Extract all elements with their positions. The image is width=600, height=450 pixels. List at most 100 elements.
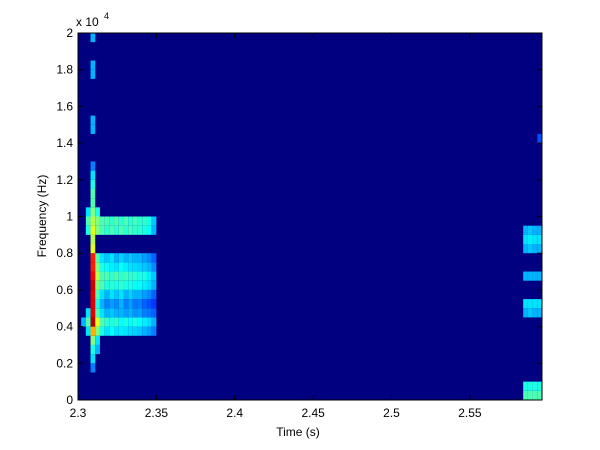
spectrogram-cell (146, 253, 152, 263)
spectrogram-cell (104, 326, 110, 336)
spectrogram-cell (123, 262, 129, 272)
spectrogram-cell (114, 280, 119, 290)
spectrogram-cell (132, 271, 138, 281)
spectrogram-cell (90, 179, 96, 189)
spectrogram-cell (95, 299, 100, 309)
spectrogram-cell (109, 299, 115, 309)
spectrogram-cell (142, 326, 147, 336)
y-tick-label: 1.6 (56, 99, 73, 113)
spectrogram-cell (132, 317, 138, 327)
spectrogram-cell (142, 216, 147, 226)
spectrogram-cell (90, 308, 96, 318)
spectrogram-cell (90, 188, 96, 199)
spectrogram-cell (118, 299, 124, 309)
spectrogram-cell (132, 299, 138, 309)
spectrogram-cell (151, 308, 157, 318)
spectrogram-cell (99, 299, 105, 309)
spectrogram-cell (99, 308, 105, 318)
spectrogram-cell (123, 299, 129, 309)
spectrogram-cell (523, 308, 528, 318)
spectrogram-cell (527, 381, 533, 391)
spectrogram-cell (128, 262, 133, 272)
spectrogram-cell (132, 308, 138, 318)
x-tick-label: 2.55 (458, 406, 482, 420)
spectrogram-cell (527, 225, 533, 235)
spectrogram-cell (146, 326, 152, 336)
spectrogram-cell (527, 390, 533, 400)
spectrogram-cell (123, 253, 129, 263)
spectrogram-cell (537, 225, 542, 235)
y-tick-label: 1.2 (56, 173, 73, 187)
spectrogram-cell (109, 225, 115, 235)
spectrogram-cell (95, 317, 100, 327)
spectrogram-cell (142, 289, 147, 300)
spectrogram-cell (146, 308, 152, 318)
spectrogram-cell (109, 216, 115, 226)
spectrogram-cell (146, 216, 152, 226)
spectrogram-cell (132, 253, 138, 263)
spectrogram-cell (90, 60, 96, 70)
spectrogram-cell (90, 253, 96, 263)
spectrogram-cell (151, 262, 157, 272)
spectrogram-cell (90, 344, 96, 355)
spectrogram-cell (90, 170, 96, 180)
spectrogram-cell (137, 308, 143, 318)
spectrogram-cell (114, 225, 119, 235)
spectrogram-cell (537, 133, 542, 144)
y-tick-label: 1.8 (56, 63, 73, 77)
spectrogram-cell (128, 271, 133, 281)
spectrogram-cell (142, 308, 147, 318)
spectrogram-cell (95, 335, 100, 345)
y-tick-label: 1.4 (56, 136, 73, 150)
spectrogram-cell (523, 244, 528, 254)
spectrogram-cell (90, 326, 96, 336)
x-axis-label: Time (s) (276, 425, 320, 439)
spectrogram-cell (537, 244, 542, 254)
spectrogram-cell (532, 390, 538, 400)
spectrogram-cell (118, 326, 124, 336)
spectrogram-cell (537, 299, 542, 309)
spectrogram-cell (128, 225, 133, 235)
spectrogram-cell (109, 289, 115, 300)
spectrogram-cell (523, 225, 528, 235)
spectrogram-cell (95, 253, 100, 263)
spectrogram-cell (523, 381, 528, 391)
spectrogram-cell (142, 317, 147, 327)
spectrogram-cell (123, 271, 129, 281)
spectrogram-cell (114, 308, 119, 318)
spectrogram-cell (114, 289, 119, 300)
spectrogram-cell (146, 317, 152, 327)
spectrogram-cell (137, 289, 143, 300)
spectrogram-cell (118, 280, 124, 290)
y-tick-label: 1 (66, 210, 73, 224)
spectrogram-cell (527, 271, 533, 281)
spectrogram-cell (109, 326, 115, 336)
spectrogram-cell (114, 271, 119, 281)
spectrogram-cell (532, 308, 538, 318)
spectrogram-cell (114, 317, 119, 327)
spectrogram-cell (90, 124, 96, 134)
x-tick-label: 2.35 (145, 406, 169, 420)
spectrogram-cell (532, 381, 538, 391)
spectrogram-cell (90, 354, 96, 364)
spectrogram-cell (123, 289, 129, 300)
spectrogram-cell (137, 216, 143, 226)
spectrogram-cell (109, 308, 115, 318)
spectrogram-cell (118, 308, 124, 318)
spectrogram-cell (532, 271, 538, 281)
spectrogram-cell (114, 262, 119, 272)
spectrogram-cell (95, 271, 100, 281)
spectrogram-cell (118, 317, 124, 327)
spectrogram-cell (142, 280, 147, 290)
spectrogram-cell (118, 289, 124, 300)
spectrogram-cell (527, 299, 533, 309)
spectrogram-cell (104, 225, 110, 235)
spectrogram-cell (151, 225, 157, 235)
spectrogram-cell (128, 253, 133, 263)
spectrogram-cell (142, 271, 147, 281)
y-tick-label: 2 (66, 26, 73, 40)
y-tick-label: 0.8 (56, 246, 73, 260)
spectrogram-cell (99, 262, 105, 272)
spectrogram-cell (104, 216, 110, 226)
spectrogram-cell (532, 299, 538, 309)
